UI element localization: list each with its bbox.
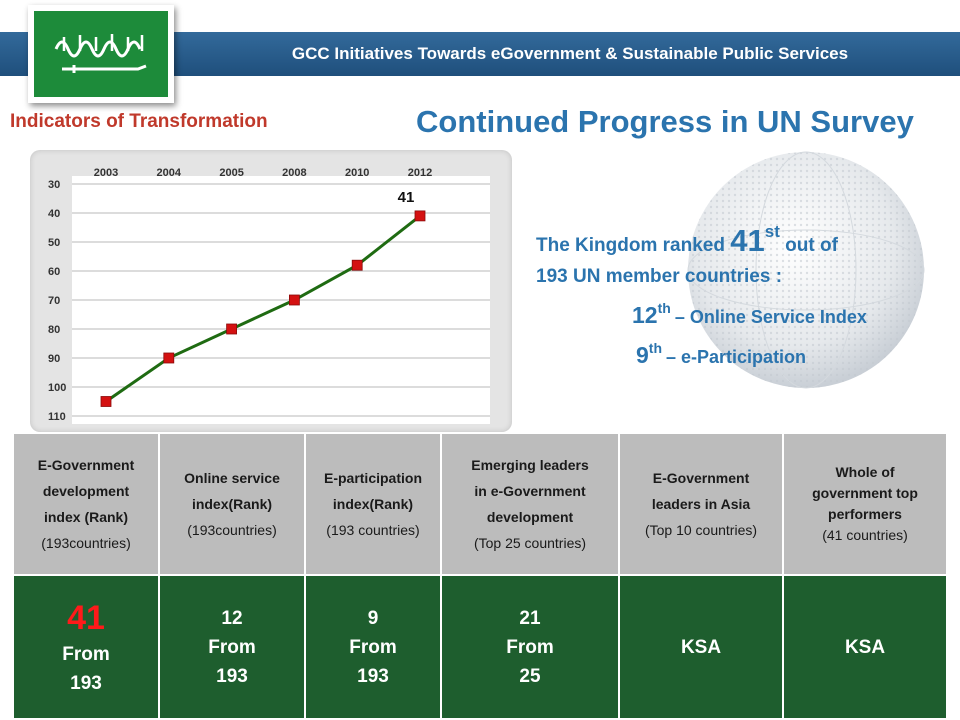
rank-item-e-participation: 9th – e-Participation: [636, 340, 806, 369]
data-point: [163, 352, 175, 364]
rank-item-label: – e-Participation: [666, 347, 807, 367]
rank-item-suffix: th: [648, 340, 663, 356]
header-note: (41 countries): [822, 527, 908, 543]
y-tick-label: 70: [48, 295, 60, 307]
table-header-cell: Whole of government top performers (41 c…: [784, 434, 946, 574]
rank-item-suffix: th: [657, 300, 671, 316]
cell-line: KSA: [844, 636, 886, 658]
saudi-flag-frame: [28, 5, 174, 103]
cell-line: 21: [519, 607, 541, 629]
y-tick-label: 90: [48, 353, 60, 365]
ranking-line-chart: 30 40 50 60 70 80 90 100 110 2003 2004 2005 2008 2010…: [48, 167, 490, 424]
data-point: [414, 210, 426, 222]
globe-decoration: tools web local: [528, 150, 960, 450]
data-point: [351, 259, 363, 271]
y-tick-label: 40: [48, 208, 60, 220]
header-line: development: [42, 483, 130, 499]
table-cell: 9 From 193: [306, 576, 442, 718]
cell-line: KSA: [680, 636, 722, 658]
header-note: (Top 25 countries): [473, 535, 587, 551]
series-line: [105, 214, 421, 403]
rank-item-number: 9: [636, 342, 649, 368]
data-point: [100, 396, 112, 407]
y-tick-label: 80: [48, 324, 60, 336]
header-line: index (Rank): [43, 509, 128, 525]
header-line: performers: [828, 506, 902, 522]
table-header-cell: E-participation index(Rank) (193 countri…: [306, 434, 442, 574]
section-subtitle: Indicators of Transformation: [10, 111, 268, 132]
table-header-cell: Online service index(Rank) (193countries…: [160, 434, 306, 574]
y-tick-label: 60: [48, 266, 60, 278]
header-line: Whole of: [835, 464, 895, 480]
rank-item-number: 12: [632, 302, 658, 328]
table-cell: 41 From 193: [14, 576, 160, 718]
main-title: Continued Progress in UN Survey: [416, 104, 914, 139]
rank-number: 41: [730, 223, 765, 258]
table-header-cell: Emerging leaders in e-Government develop…: [442, 434, 620, 574]
rank-statement: The Kingdom ranked 41st out of: [536, 222, 838, 259]
y-tick-label: 110: [48, 411, 66, 423]
header-line: leaders in Asia: [651, 496, 751, 512]
table-cell: 21 From 25: [442, 576, 620, 718]
cell-line: 12: [221, 607, 243, 629]
cell-line: 25: [519, 665, 541, 687]
table-cell: KSA: [620, 576, 784, 718]
data-point: [288, 294, 300, 306]
data-label: 41: [398, 189, 415, 206]
cell-line: From: [208, 636, 256, 658]
cell-line: From: [62, 644, 110, 665]
header-line: E-Government: [652, 470, 750, 486]
x-tick-label: 2004: [157, 167, 182, 179]
header-line: development: [486, 509, 574, 525]
table-cell: 12 From 193: [160, 576, 306, 718]
table-row: 41 From 193 12 From 193 9 From 193 21 Fr…: [14, 574, 946, 718]
table-header-row: E-Government development index (Rank) (1…: [14, 434, 946, 574]
header-note: (Top 10 countries): [644, 522, 758, 538]
cell-line: 9: [367, 607, 379, 629]
header-line: index(Rank): [191, 496, 273, 512]
saudi-flag-icon: [34, 11, 168, 97]
table-cell: KSA: [784, 576, 946, 718]
cell-line: From: [506, 636, 554, 658]
cell-line: From: [349, 636, 397, 658]
y-tick-label: 30: [48, 179, 60, 191]
table-header-cell: E-Government leaders in Asia (Top 10 cou…: [620, 434, 784, 574]
x-tick-label: 2012: [408, 167, 432, 179]
ranking-chart: 30 40 50 60 70 80 90 100 110 2003 2004 2005 2008 2010…: [30, 150, 512, 432]
header-line: Emerging leaders: [471, 457, 589, 473]
page-header-title: GCC Initiatives Towards eGovernment & Su…: [291, 44, 849, 63]
cell-line: 193: [216, 665, 248, 687]
header-note: (193countries): [41, 535, 131, 551]
rank-item-online-service: 12th – Online Service Index: [632, 300, 867, 329]
rank-prefix: The Kingdom ranked: [536, 235, 725, 256]
rank-after: out of: [785, 235, 838, 256]
rank-item-label: – Online Service Index: [674, 307, 867, 327]
header-line: government top: [812, 485, 918, 501]
x-tick-label: 2005: [219, 167, 243, 179]
header-note: (193 countries): [326, 522, 420, 538]
cell-rank-highlight: 41: [67, 599, 105, 637]
header-line: E-participation: [323, 470, 422, 486]
y-tick-label: 100: [48, 382, 66, 394]
data-point: [226, 323, 238, 335]
rank-countries: 193 UN member countries :: [536, 266, 783, 287]
cell-line: 193: [70, 673, 102, 694]
header-line: index(Rank): [332, 496, 414, 512]
header-line: E-Government: [37, 457, 135, 473]
header-note: (193countries): [187, 522, 277, 538]
rank-suffix: st: [764, 222, 780, 241]
header-line: in e-Government: [474, 483, 586, 499]
cell-line: 193: [357, 665, 389, 687]
x-tick-label: 2008: [282, 167, 306, 179]
table-header-cell: E-Government development index (Rank) (1…: [14, 434, 160, 574]
indicators-table: E-Government development index (Rank) (1…: [14, 434, 946, 718]
header-line: Online service: [184, 470, 280, 486]
x-tick-label: 2003: [94, 167, 118, 179]
x-tick-label: 2010: [345, 167, 369, 179]
y-tick-label: 50: [48, 237, 60, 249]
